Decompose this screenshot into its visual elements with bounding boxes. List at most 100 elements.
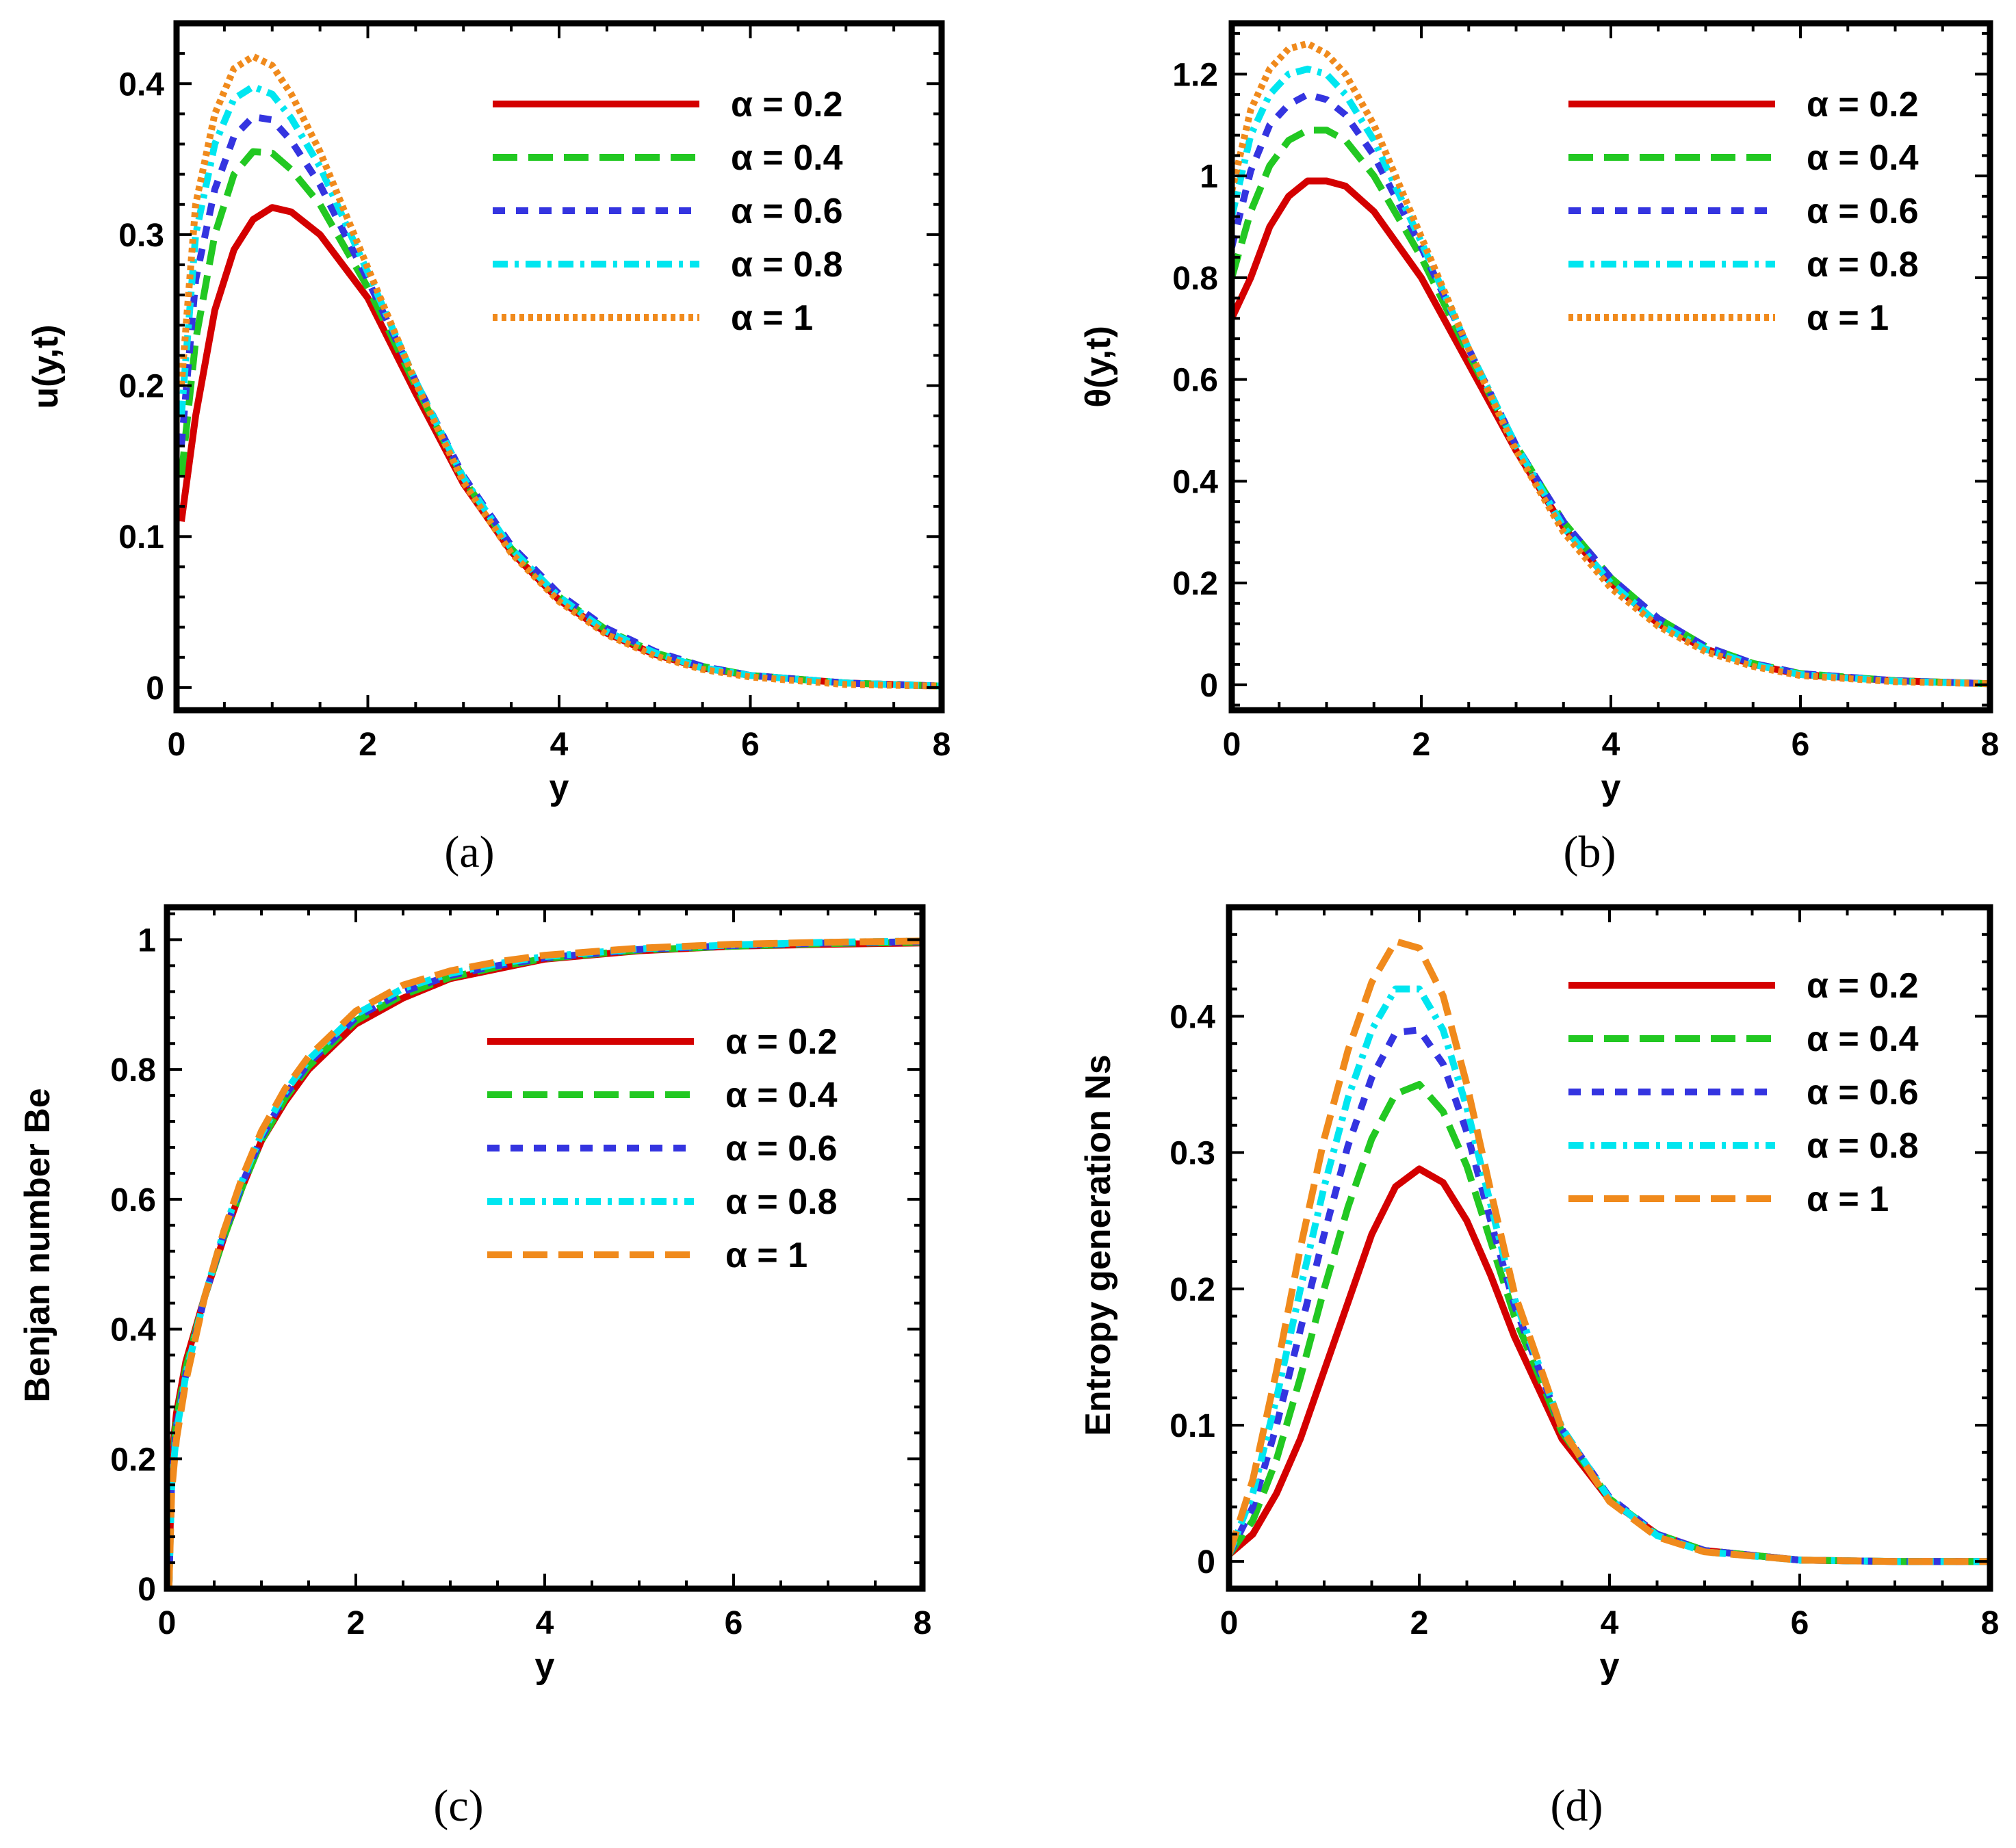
- plot-frame-a: [173, 20, 945, 714]
- y-tick-label: 0: [138, 1572, 156, 1608]
- y-tick-label: 0.6: [110, 1182, 156, 1219]
- x-tick-label: 4: [1601, 1605, 1619, 1641]
- y-tick-label: 0.1: [1169, 1408, 1215, 1444]
- panel-c: 0 2 4 6 8 0 0.2 0.4 0.6 0.8 1 y Benjan number Be α = …: [0, 889, 999, 1745]
- x-tick-label: 8: [933, 727, 951, 763]
- x-tick-label: 0: [1223, 727, 1241, 763]
- legend-label: α = 0.4: [1807, 138, 1919, 178]
- legend-label: α = 1: [731, 298, 813, 338]
- legend-label: α = 0.2: [725, 1022, 838, 1062]
- y-tick-label: 0.4: [110, 1312, 156, 1349]
- x-tick-label: 8: [914, 1605, 932, 1641]
- series-line-a-4: [178, 53, 942, 690]
- chart-a-svg: 0 2 4 6 800.10.20.30.4yu(y,t)α = 0.2α = 0.4α…: [26, 20, 951, 807]
- legend-c: α = 0.2 α = 0.4 α = 0.6 α = 0.8 α = 1: [487, 1022, 838, 1275]
- series-group-a: [178, 53, 942, 690]
- y-tick-label: 0.8: [110, 1052, 156, 1089]
- y-tick-label: 0: [1200, 668, 1218, 704]
- legend-label: α = 0.2: [731, 85, 843, 125]
- x-axis-title: y: [550, 768, 569, 807]
- legend-label: α = 0.8: [1807, 1126, 1919, 1166]
- y-tick-label: 1.2: [1172, 57, 1218, 93]
- legend-label: α = 0.4: [1807, 1019, 1919, 1059]
- legend-label: α = 0.6: [731, 192, 843, 231]
- y-tick-label: 0.4: [1169, 999, 1215, 1035]
- legend-label: α = 0.2: [1807, 966, 1919, 1006]
- series-line-b-4: [1232, 40, 1990, 688]
- series-line-d-4: [1229, 937, 1990, 1565]
- legend-a: α = 0.2 α = 0.4 α = 0.6 α = 0.8 α = 1: [493, 85, 843, 338]
- x-tick-label: 4: [1602, 727, 1620, 763]
- y-axis-title: Entropy generation Ns: [1078, 1054, 1118, 1436]
- y-tick-label: 0.2: [110, 1442, 156, 1478]
- legend-label: α = 0.6: [725, 1129, 838, 1169]
- legend-label: α = 0.8: [731, 245, 843, 285]
- caption-b: (b): [1563, 827, 1616, 877]
- x-tick-label: 8: [1981, 1605, 2000, 1641]
- y-tick-label: 0.4: [1172, 464, 1218, 500]
- x-tick-label: 2: [1412, 727, 1431, 763]
- x-axis-title: y: [535, 1646, 555, 1686]
- caption-a: (a): [444, 827, 495, 877]
- y-tick-label: 1: [138, 922, 156, 959]
- series-group-d: [1229, 937, 1990, 1565]
- x-tick-label: 0: [168, 727, 186, 763]
- y-tick-label: 0.6: [1172, 363, 1218, 399]
- chart-b-svg: 0 2 4 6 800.20.40.60.811.2yθ(y,t)α = 0.2α = …: [1078, 20, 2000, 807]
- x-tick-label: 6: [1792, 727, 1810, 763]
- y-tick-label: 0.2: [1169, 1272, 1215, 1308]
- x-tick-label: 0: [158, 1605, 177, 1641]
- legend-d: α = 0.2 α = 0.4 α = 0.6 α = 0.8 α = 1: [1568, 966, 1919, 1219]
- panel-a: 0 2 4 6 8 0 0.1 0.2 0.3 0.4 y u(y,t) α = 0.2 α = 0.4 α…: [0, 0, 999, 835]
- chart-d-svg: 0 2 4 6 8 0 0.1 0.2 0.3 0.4 y Entropy generation Ns…: [1078, 904, 2000, 1686]
- x-tick-label: 2: [347, 1605, 365, 1641]
- legend-label: α = 0.6: [1807, 192, 1919, 231]
- y-tick-label: 0.1: [118, 519, 164, 556]
- legend-label: α = 0.2: [1807, 85, 1919, 125]
- caption-d: (d): [1550, 1781, 1603, 1831]
- x-tick-label: 4: [550, 727, 569, 763]
- x-tick-label: 6: [725, 1605, 743, 1641]
- y-tick-label: 0: [146, 671, 164, 707]
- y-axis-title: u(y,t): [26, 324, 66, 408]
- y-tick-label: 0.2: [1172, 566, 1218, 602]
- chart-c-svg: 0 2 4 6 8 0 0.2 0.4 0.6 0.8 1 y Benjan number Be α = …: [18, 904, 932, 1686]
- plot-frame-d: [1226, 904, 1993, 1592]
- x-tick-label: 4: [536, 1605, 554, 1641]
- y-tick-label: 1: [1200, 159, 1218, 195]
- legend-b: α = 0.2 α = 0.4 α = 0.6 α = 0.8 α = 1: [1568, 85, 1919, 338]
- y-tick-label: 0: [1197, 1544, 1215, 1580]
- y-axis-title: Benjan number Be: [18, 1088, 57, 1402]
- legend-label: α = 0.4: [725, 1076, 838, 1115]
- legend-label: α = 0.8: [1807, 245, 1919, 285]
- plot-frame-c: [164, 904, 926, 1592]
- panel-b: 0 2 4 6 8 0 0.2 0.4 0.6 0.8 1 1.2 y θ(y,t) α = 0.2 α = …: [1054, 0, 2016, 835]
- plot-frame-b: [1228, 20, 1993, 714]
- caption-c: (c): [433, 1781, 484, 1831]
- legend-label: α = 0.6: [1807, 1073, 1919, 1112]
- x-tick-label: 6: [1791, 1605, 1809, 1641]
- y-tick-label: 0.3: [1169, 1136, 1215, 1172]
- x-tick-label: 8: [1981, 727, 2000, 763]
- y-tick-label: 0.2: [118, 369, 164, 405]
- y-tick-label: 0.8: [1172, 261, 1218, 297]
- x-tick-label: 2: [359, 727, 377, 763]
- series-line-a-1: [178, 148, 942, 690]
- y-tick-label: 0.3: [118, 218, 164, 254]
- legend-label: α = 1: [1807, 1180, 1889, 1219]
- x-tick-label: 2: [1410, 1605, 1429, 1641]
- x-tick-label: 6: [741, 727, 760, 763]
- legend-label: α = 1: [725, 1236, 807, 1275]
- y-tick-label: 0.4: [118, 66, 164, 103]
- x-tick-label: 0: [1220, 1605, 1239, 1641]
- x-axis-title: y: [1600, 1646, 1620, 1686]
- series-line-d-2: [1229, 1026, 1990, 1565]
- series-group-b: [1232, 40, 1990, 688]
- series-line-d-3: [1229, 985, 1990, 1565]
- legend-label: α = 1: [1807, 298, 1889, 338]
- legend-label: α = 0.8: [725, 1182, 838, 1222]
- series-group-c: [167, 937, 922, 1589]
- x-axis-title: y: [1601, 768, 1621, 807]
- y-axis-title: θ(y,t): [1078, 326, 1118, 408]
